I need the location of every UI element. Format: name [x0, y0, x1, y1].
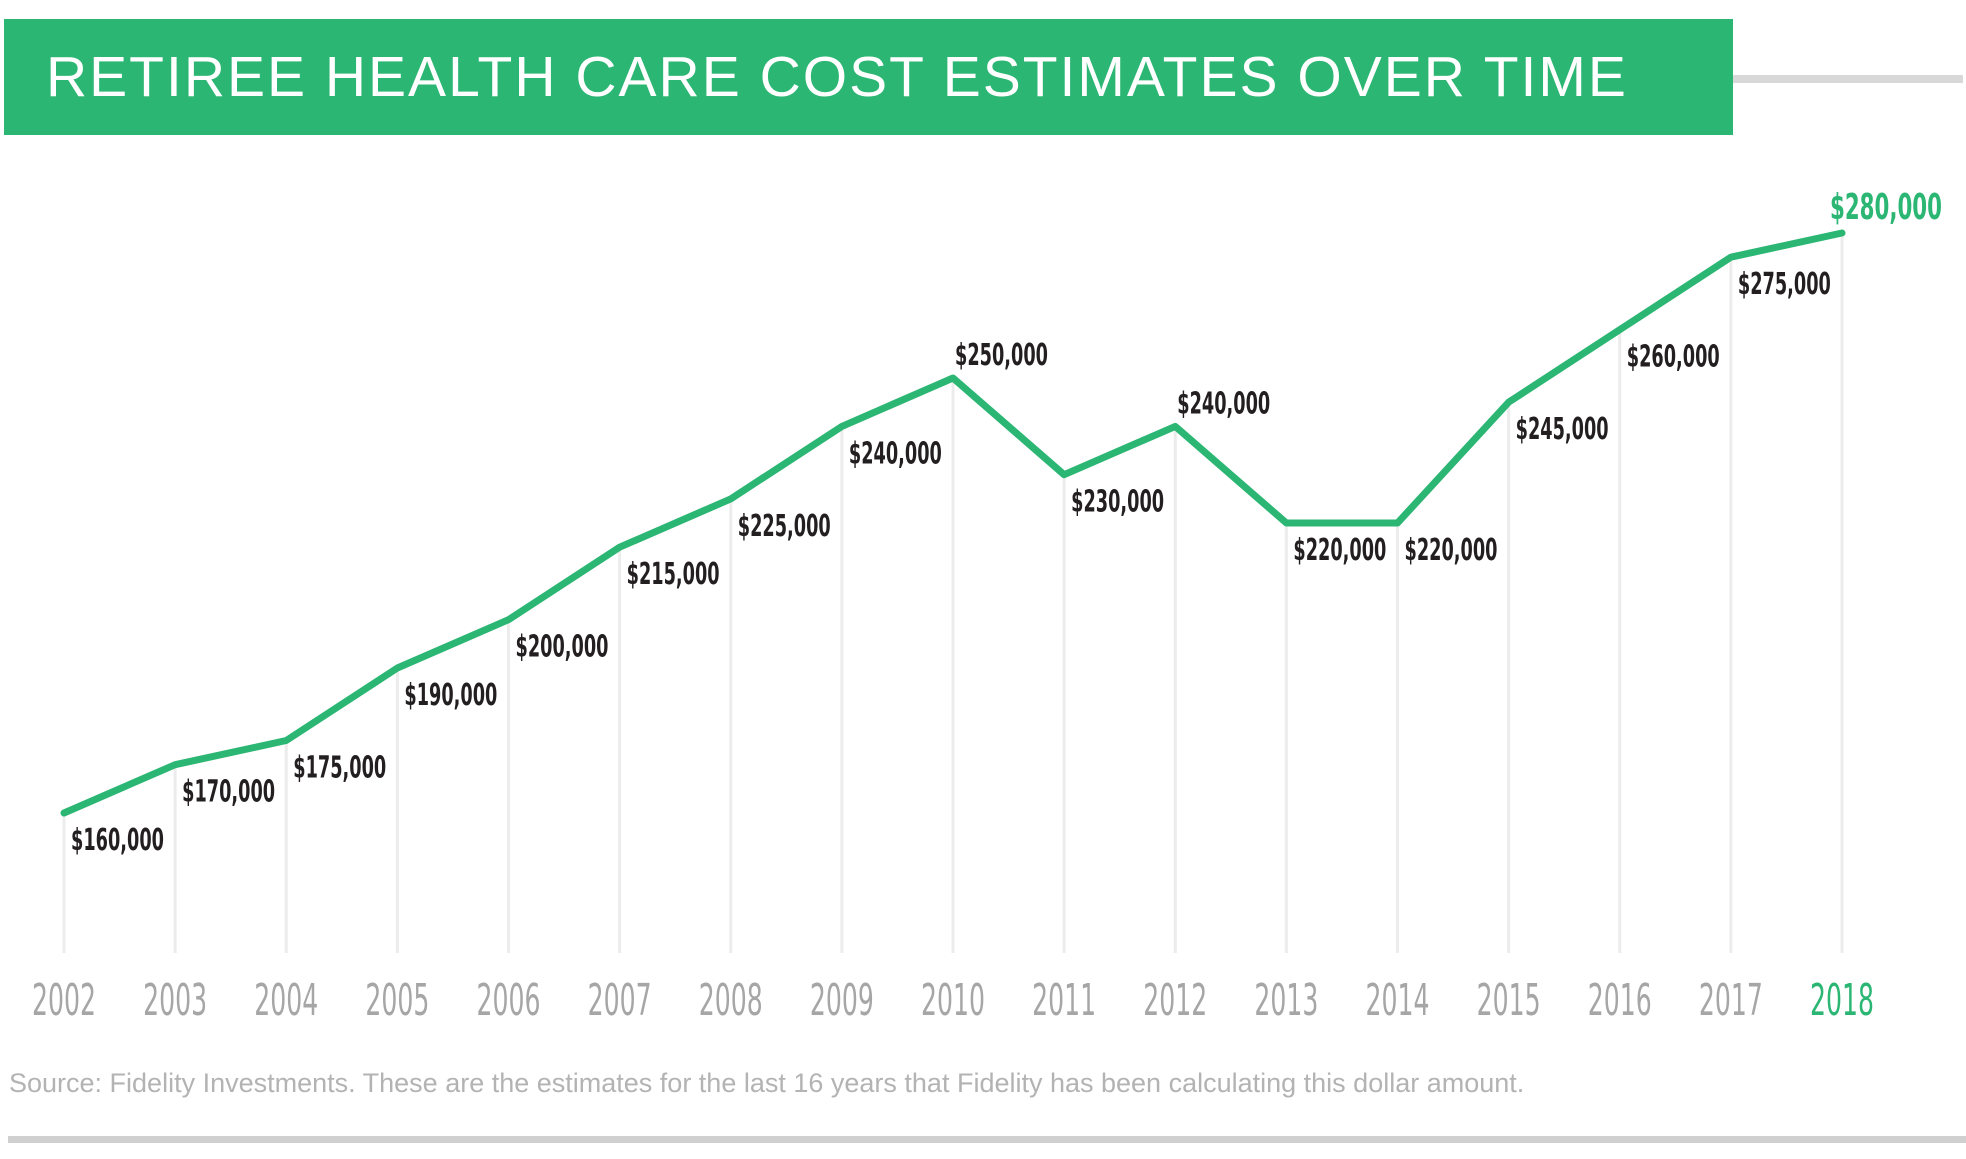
header-rule: [1733, 75, 1963, 83]
year-label: 2009: [810, 975, 874, 1026]
year-label: 2005: [365, 975, 429, 1026]
data-label: $245,000: [1516, 412, 1609, 447]
year-label: 2015: [1477, 975, 1541, 1026]
data-label: $215,000: [627, 557, 720, 592]
data-label: $170,000: [182, 775, 275, 810]
data-label: $190,000: [404, 678, 497, 713]
year-label: 2012: [1143, 975, 1207, 1026]
year-label: 2017: [1699, 975, 1763, 1026]
data-label: $275,000: [1738, 267, 1831, 302]
data-label: $280,000: [1830, 187, 1942, 228]
year-label: 2008: [699, 975, 763, 1026]
page-title: RETIREE HEALTH CARE COST ESTIMATES OVER …: [46, 45, 1628, 109]
year-label: 2007: [588, 975, 652, 1026]
year-label: 2002: [32, 975, 96, 1026]
data-label: $260,000: [1627, 340, 1720, 375]
data-label: $175,000: [293, 751, 386, 786]
trend-line: [60, 229, 1846, 817]
year-label: 2004: [254, 975, 318, 1026]
year-label: 2013: [1254, 975, 1318, 1026]
data-label: $240,000: [1177, 386, 1270, 421]
data-label: $160,000: [71, 823, 164, 858]
data-label: $250,000: [955, 338, 1048, 373]
year-label: 2010: [921, 975, 985, 1026]
data-label: $220,000: [1293, 533, 1386, 568]
title-banner: RETIREE HEALTH CARE COST ESTIMATES OVER …: [4, 19, 1733, 135]
year-label: 2006: [477, 975, 541, 1026]
year-label-current: 2018: [1810, 975, 1874, 1026]
data-label: $225,000: [738, 509, 831, 544]
year-label: 2014: [1366, 975, 1430, 1026]
year-label: 2003: [143, 975, 207, 1026]
year-label: 2011: [1032, 975, 1096, 1026]
data-label: $220,000: [1405, 533, 1498, 568]
source-note: Source: Fidelity Investments. These are …: [9, 1068, 1525, 1098]
data-label: $230,000: [1071, 485, 1164, 520]
data-label: $200,000: [516, 630, 609, 665]
footer-bar: [8, 1136, 1966, 1143]
year-label: 2016: [1588, 975, 1652, 1026]
data-label: $240,000: [849, 436, 942, 471]
